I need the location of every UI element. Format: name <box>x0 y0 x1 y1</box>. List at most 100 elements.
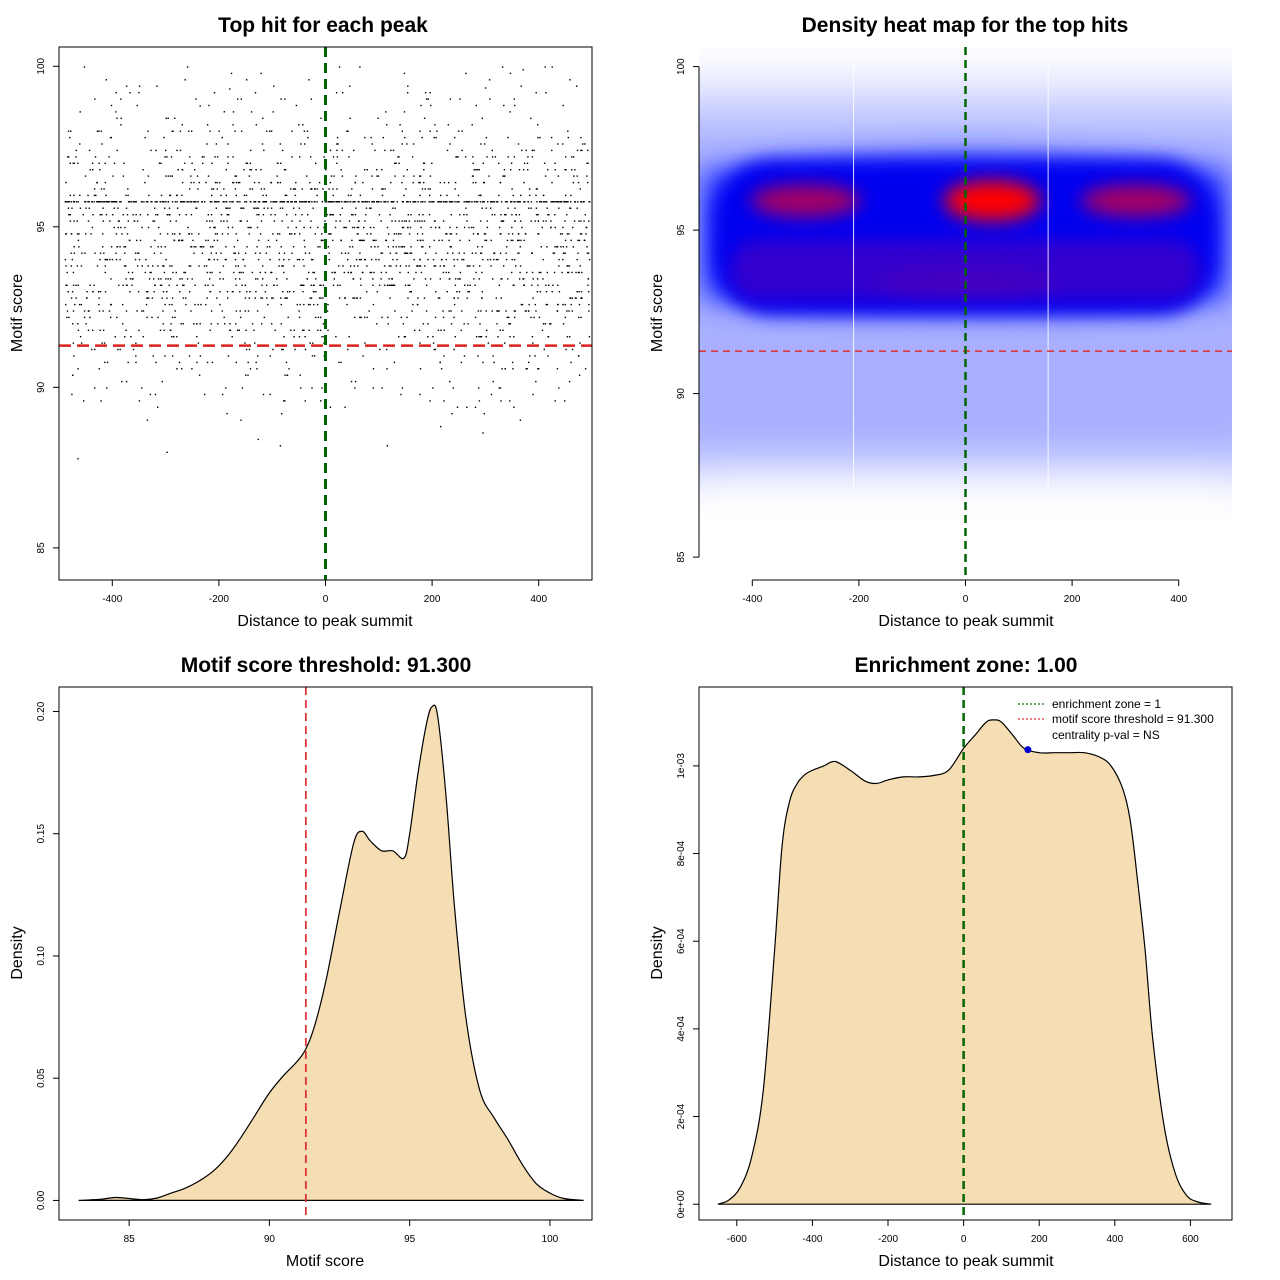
scatter-point <box>414 329 416 331</box>
scatter-point <box>466 406 468 408</box>
scatter-point <box>464 156 467 158</box>
scatter-point <box>245 329 247 331</box>
scatter-point <box>448 278 451 280</box>
scatter-point <box>385 239 387 242</box>
heatmap-y-tick-label: 85 <box>676 551 687 563</box>
scatter-point <box>127 188 129 190</box>
scatter-point <box>303 284 305 286</box>
scatter-point <box>160 246 163 248</box>
scatter-point <box>489 207 492 209</box>
scatter-point <box>443 355 445 357</box>
scatter-point <box>144 136 146 139</box>
scatter-point <box>419 194 421 197</box>
scatter-point <box>278 233 281 235</box>
scatter-point <box>408 265 410 267</box>
scatter-point <box>320 316 322 319</box>
scatter-point <box>467 323 469 325</box>
scatter-point <box>125 85 128 87</box>
scatter-point <box>521 149 523 152</box>
scatter-point <box>432 336 434 338</box>
scatter-point <box>183 271 185 274</box>
scatter-point <box>523 201 525 203</box>
scatter-point <box>176 284 178 286</box>
scatter-point <box>481 297 483 299</box>
scatter-point <box>403 72 406 75</box>
scatter-point <box>515 214 517 216</box>
scatter-point <box>294 348 296 351</box>
scatter-point <box>448 271 450 274</box>
scatter-point <box>381 194 384 197</box>
scatter-point <box>558 387 560 389</box>
scatter-point <box>444 201 446 203</box>
scatter-point <box>343 271 345 274</box>
scatter-point <box>281 265 283 267</box>
scatter-point <box>98 303 100 306</box>
scatter-point <box>530 316 532 319</box>
scatter-point <box>510 162 513 164</box>
scatter-point <box>446 194 448 197</box>
scatter-point <box>463 226 466 229</box>
scatter-point <box>463 323 465 325</box>
scatter-point <box>359 278 362 280</box>
scatter-point <box>104 181 107 184</box>
score-density-x-label: Motif score <box>286 1253 364 1270</box>
scatter-point <box>390 149 392 152</box>
scatter-point <box>345 226 347 229</box>
scatter-point <box>372 278 374 280</box>
scatter-point <box>318 181 321 184</box>
scatter-point <box>131 271 134 274</box>
scatter-point <box>429 246 431 248</box>
scatter-point <box>499 181 502 184</box>
scatter-point <box>332 156 335 158</box>
scatter-point <box>263 316 265 319</box>
scatter-point <box>168 207 171 209</box>
scatter-point <box>235 181 238 184</box>
scatter-point <box>317 246 319 248</box>
scatter-point <box>579 188 581 190</box>
scatter-point <box>577 355 580 357</box>
scatter-point <box>91 226 94 229</box>
scatter-point <box>587 278 589 280</box>
scatter-point <box>234 175 236 177</box>
score-density-x-tick-label: 90 <box>264 1234 276 1245</box>
scatter-point <box>446 149 449 152</box>
scatter-point <box>244 252 247 254</box>
scatter-point <box>588 336 591 338</box>
scatter-x-tick-label: 200 <box>424 594 441 605</box>
scatter-point <box>215 143 218 145</box>
scatter-point <box>138 92 140 94</box>
scatter-point <box>64 201 66 203</box>
scatter-point <box>431 201 434 203</box>
scatter-point <box>564 316 566 319</box>
scatter-point <box>231 336 233 338</box>
scatter-point <box>443 329 445 331</box>
scatter-point <box>84 252 86 254</box>
scatter-point <box>282 201 285 203</box>
scatter-point <box>310 220 312 222</box>
scatter-point <box>399 265 402 267</box>
scatter-point <box>184 201 186 203</box>
scatter-point <box>545 201 547 203</box>
scatter-point <box>284 194 286 197</box>
scatter-point <box>582 143 584 145</box>
scatter-point <box>166 297 168 299</box>
scatter-point <box>105 258 108 261</box>
scatter-point <box>247 226 249 229</box>
scatter-point <box>293 291 295 293</box>
scatter-point <box>234 252 236 254</box>
scatter-point <box>476 169 479 171</box>
scatter-point <box>403 336 405 338</box>
scatter-point <box>450 214 452 216</box>
scatter-point <box>72 323 74 325</box>
scatter-point <box>528 303 530 306</box>
scatter-point <box>473 278 475 280</box>
scatter-point <box>169 175 172 177</box>
scatter-point <box>412 143 415 145</box>
heatmap-y-tick-label: 100 <box>676 58 687 75</box>
heatmap-x-tick-label: -200 <box>849 594 869 605</box>
scatter-point <box>435 252 437 254</box>
scatter-point <box>406 316 408 319</box>
scatter-point <box>537 124 539 126</box>
scatter-point <box>439 278 441 280</box>
scatter-point <box>300 143 302 145</box>
